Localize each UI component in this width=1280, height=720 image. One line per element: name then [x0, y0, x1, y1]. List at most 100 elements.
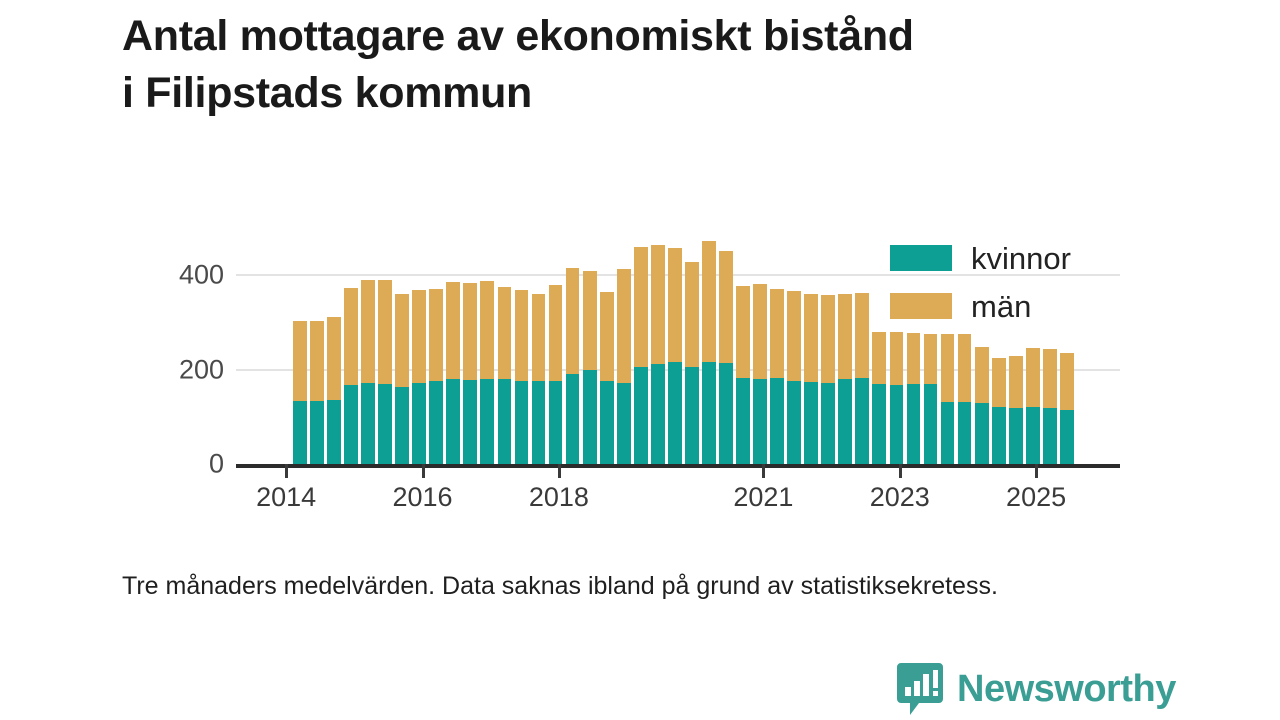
x-axis-tick-label: 2016	[392, 482, 453, 512]
bar-segment-män	[906, 332, 921, 384]
bar-segment-kvinnor	[787, 380, 802, 464]
bar-stack[interactable]	[310, 320, 324, 464]
bar-stack[interactable]	[395, 293, 410, 464]
bar-segment-kvinnor	[855, 378, 870, 464]
bar-segment-kvinnor	[327, 399, 341, 464]
bar-stack[interactable]	[344, 287, 358, 464]
bar-stack[interactable]	[1059, 352, 1074, 464]
legend-item-man[interactable]: män	[890, 282, 1071, 330]
bar-stack[interactable]	[702, 241, 716, 464]
bar-stack[interactable]	[361, 280, 375, 464]
bar-segment-kvinnor	[923, 384, 938, 464]
bar-stack[interactable]	[855, 292, 870, 464]
bar-stack[interactable]	[650, 244, 665, 464]
bar-stack[interactable]	[872, 331, 887, 464]
chart-footnote: Tre månaders medelvärden. Data saknas ib…	[122, 572, 998, 600]
bar-segment-kvinnor	[821, 382, 836, 464]
bar-segment-män	[531, 293, 546, 381]
bar-stack[interactable]	[736, 285, 750, 464]
x-axis-tick-mark	[762, 464, 766, 478]
bar-stack[interactable]	[940, 334, 955, 464]
bar-stack[interactable]	[446, 281, 461, 464]
bar-stack[interactable]	[1042, 349, 1057, 464]
bar-segment-kvinnor	[719, 362, 733, 464]
bar-segment-kvinnor	[497, 378, 512, 464]
bar-segment-män	[497, 287, 512, 379]
bar-segment-män	[412, 290, 427, 383]
x-axis-tick-mark	[1035, 464, 1039, 478]
bar-segment-kvinnor	[1059, 409, 1074, 464]
bar-stack[interactable]	[685, 262, 699, 464]
bar-stack[interactable]	[1008, 356, 1023, 464]
bar-stack[interactable]	[514, 290, 529, 464]
bar-stack[interactable]	[293, 320, 307, 464]
bar-stack[interactable]	[463, 283, 478, 464]
x-axis-tick-label: 2018	[528, 482, 589, 512]
bar-stack[interactable]	[1025, 348, 1040, 464]
legend-swatch-kvinnor	[890, 245, 952, 271]
bar-stack[interactable]	[565, 268, 580, 464]
bar-stack[interactable]	[429, 289, 444, 464]
bar-segment-kvinnor	[906, 383, 921, 464]
bar-segment-män	[889, 332, 904, 385]
bar-stack[interactable]	[582, 270, 597, 464]
bar-stack[interactable]	[889, 332, 904, 464]
bar-stack[interactable]	[974, 347, 989, 464]
bar-segment-män	[344, 287, 358, 385]
bar-segment-kvinnor	[872, 383, 887, 464]
x-axis-tick-mark	[557, 464, 561, 478]
x-axis-tick-label: 2025	[1006, 482, 1067, 512]
bar-segment-män	[872, 331, 887, 384]
bar-stack[interactable]	[787, 290, 802, 464]
y-axis-tick-label: 0	[208, 448, 224, 479]
bar-stack[interactable]	[480, 281, 495, 464]
bar-segment-kvinnor	[616, 383, 631, 464]
y-axis-tick-label: 400	[178, 259, 224, 290]
bar-stack[interactable]	[667, 247, 682, 464]
x-axis-tick-mark	[898, 464, 902, 478]
bar-stack[interactable]	[378, 279, 392, 464]
bar-stack[interactable]	[821, 294, 836, 464]
bar-stack[interactable]	[548, 285, 563, 464]
bar-stack[interactable]	[957, 333, 972, 464]
bar-segment-män	[770, 288, 784, 378]
bar-segment-kvinnor	[361, 383, 375, 464]
bar-segment-kvinnor	[1025, 406, 1040, 464]
bar-segment-kvinnor	[1042, 407, 1057, 464]
bar-stack[interactable]	[412, 290, 427, 464]
bar-stack[interactable]	[719, 250, 733, 464]
bar-segment-män	[667, 247, 682, 363]
bar-segment-män	[821, 294, 836, 383]
bar-segment-män	[395, 293, 410, 388]
bar-segment-kvinnor	[412, 382, 427, 464]
bar-segment-män	[514, 290, 529, 381]
bar-stack[interactable]	[599, 292, 614, 464]
bar-stack[interactable]	[923, 333, 938, 464]
brand-name: Newsworthy	[957, 668, 1176, 710]
bar-segment-män	[838, 293, 853, 379]
legend: kvinnor män	[890, 234, 1071, 330]
bar-stack[interactable]	[327, 317, 341, 464]
bar-stack[interactable]	[838, 293, 853, 464]
bar-stack[interactable]	[991, 357, 1006, 464]
legend-item-kvinnor[interactable]: kvinnor	[890, 234, 1071, 282]
newsworthy-logo: Newsworthy	[897, 663, 1176, 715]
bar-segment-män	[991, 357, 1006, 408]
bar-stack[interactable]	[531, 293, 546, 464]
bar-segment-män	[599, 292, 614, 381]
bar-stack[interactable]	[906, 332, 921, 464]
bar-segment-män	[446, 281, 461, 380]
bar-stack[interactable]	[770, 288, 784, 464]
bar-segment-män	[753, 283, 767, 379]
bar-stack[interactable]	[616, 268, 631, 464]
bar-stack[interactable]	[753, 283, 767, 464]
bar-segment-män	[361, 280, 375, 384]
bar-segment-män	[974, 347, 989, 404]
bar-stack[interactable]	[633, 246, 648, 464]
bar-stack[interactable]	[804, 294, 819, 464]
bar-chart-speech-bubble-icon	[897, 663, 943, 715]
bar-segment-kvinnor	[531, 380, 546, 464]
bar-stack[interactable]	[497, 287, 512, 464]
bar-segment-män	[923, 333, 938, 385]
